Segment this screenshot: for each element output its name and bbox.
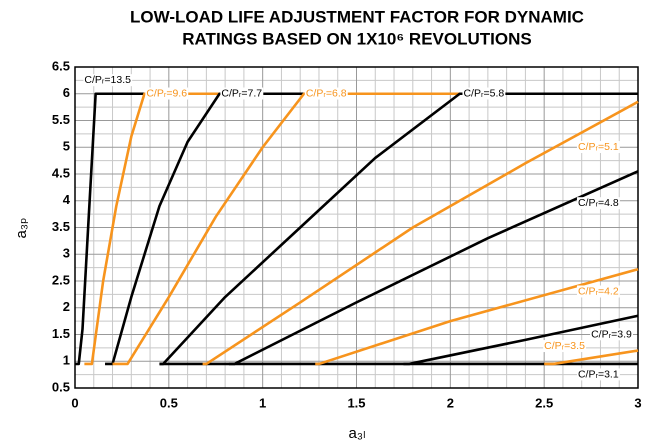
label-background	[590, 328, 633, 341]
x-tick-label: 1	[259, 395, 266, 410]
y-tick-label: 5.5	[52, 112, 70, 127]
curve-label: C/Pᵣ=7.7	[221, 88, 262, 100]
y-tick-label: 1.5	[52, 326, 70, 341]
curve-label: C/Pᵣ=9.6	[146, 88, 187, 100]
y-tick-label: 2.5	[52, 272, 70, 287]
curve-label: C/Pᵣ=3.9	[591, 328, 632, 340]
curve	[544, 349, 639, 366]
label-background	[576, 285, 620, 298]
label-background	[462, 87, 506, 100]
x-tick-label: 0.5	[160, 395, 178, 410]
label-background	[576, 197, 620, 210]
y-tick-label: 6	[63, 85, 70, 100]
label-background	[543, 340, 587, 353]
x-tick-label: 1.5	[347, 395, 365, 410]
curve	[403, 314, 639, 366]
curve-label: C/Pᵣ=3.1	[578, 368, 619, 380]
label-background	[220, 87, 264, 100]
curve-label: C/Pᵣ=4.8	[578, 197, 619, 209]
curve	[105, 92, 638, 366]
plot-frame	[74, 66, 639, 389]
curve-label: C/Pᵣ=13.5	[84, 74, 131, 86]
label-background	[83, 74, 133, 87]
chart-title: RATINGS BASED ON 1X10⁶ REVOLUTIONS	[182, 29, 531, 48]
y-axis-label: a₃ₚ	[13, 218, 30, 239]
y-tick-label: 3	[63, 246, 70, 261]
y-tick-label: 4	[63, 192, 71, 207]
y-tick-label: 4.5	[52, 165, 70, 180]
curve	[315, 267, 639, 366]
x-axis-label: a₃ₗ	[349, 425, 366, 442]
y-tick-label: 1	[63, 353, 70, 368]
label-background	[304, 87, 348, 100]
curve	[228, 170, 639, 366]
label-background	[576, 368, 620, 381]
curve-label: C/Pᵣ=5.1	[578, 141, 619, 153]
curve	[159, 92, 638, 366]
y-tick-label: 6.5	[52, 58, 70, 73]
y-tick-label: 2	[63, 299, 70, 314]
y-tick-label: 3.5	[52, 219, 70, 234]
x-tick-label: 3	[634, 395, 641, 410]
curve-label: C/Pᵣ=5.8	[463, 88, 504, 100]
curve	[202, 100, 639, 366]
curve-label: C/Pᵣ=6.8	[306, 88, 347, 100]
y-tick-label: 0.5	[52, 379, 70, 394]
x-tick-label: 0	[71, 395, 78, 410]
curve-label: C/Pᵣ=4.2	[578, 285, 619, 297]
curve-label: C/Pᵣ=3.5	[544, 340, 585, 352]
label-background	[576, 141, 620, 154]
x-tick-label: 2.5	[535, 395, 553, 410]
curve	[84, 92, 638, 366]
chart-title: LOW-LOAD LIFE ADJUSTMENT FACTOR FOR DYNA…	[130, 7, 584, 26]
curve	[112, 92, 638, 366]
x-tick-label: 2	[447, 395, 454, 410]
y-tick-label: 5	[63, 139, 70, 154]
label-background	[145, 87, 189, 100]
